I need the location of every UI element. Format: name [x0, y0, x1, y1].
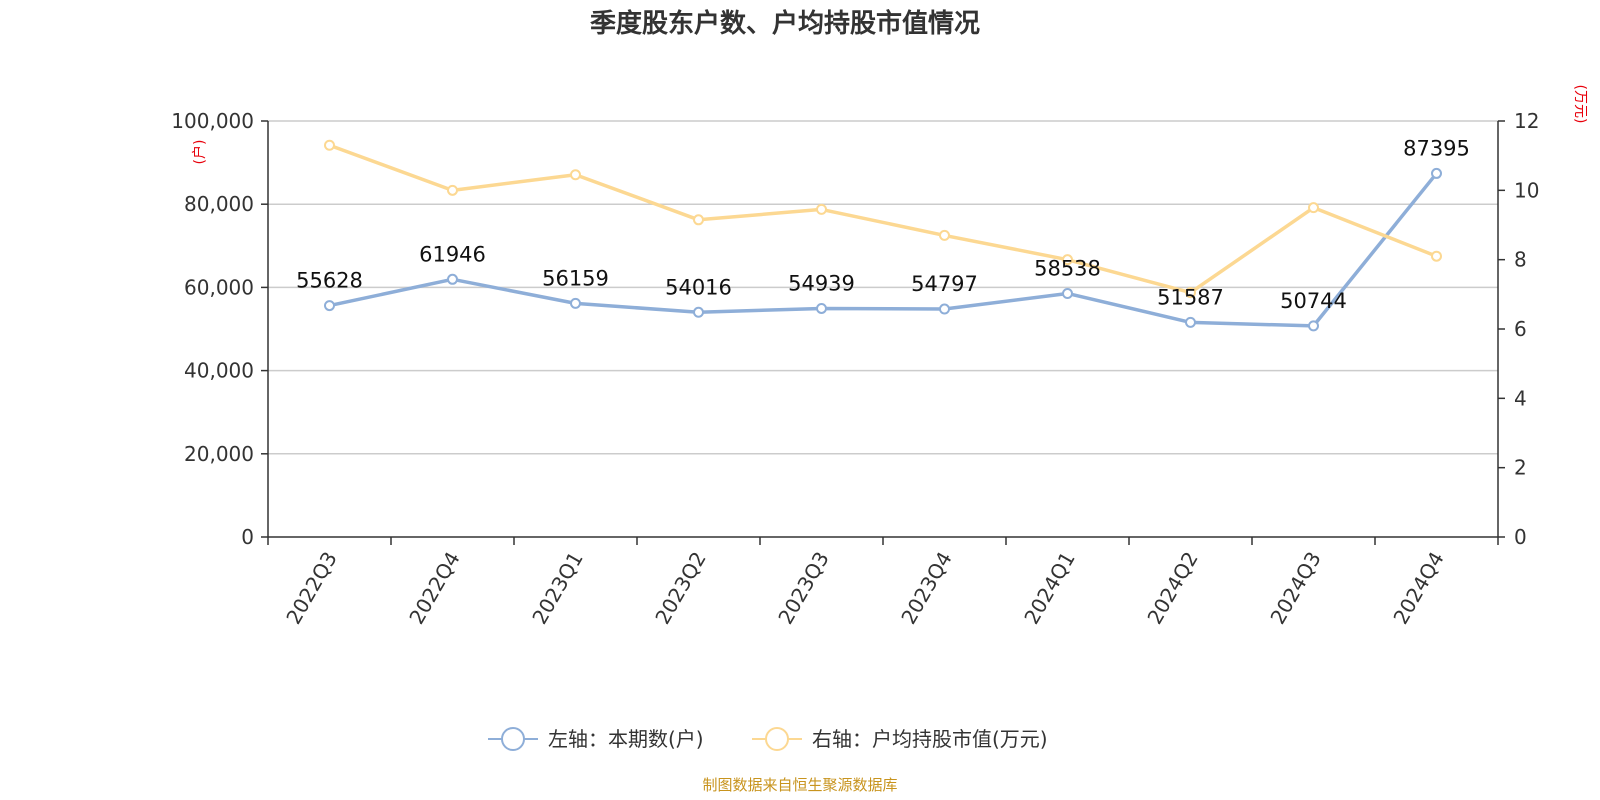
- x-tick-label: 2024Q1: [1019, 548, 1079, 629]
- series-line-1: [328, 143, 1438, 295]
- series-0-point[interactable]: [1431, 167, 1442, 179]
- x-tick-label: 2024Q4: [1388, 548, 1448, 629]
- series: [324, 139, 1442, 332]
- x-tick-label: 2023Q2: [650, 548, 710, 629]
- left-tick-label: 80,000: [184, 192, 254, 216]
- right-tick-label: 8: [1514, 248, 1527, 272]
- series-0-point[interactable]: [324, 300, 335, 312]
- data-label: 54797: [911, 272, 978, 296]
- right-tick-label: 4: [1514, 386, 1527, 410]
- right-axis-unit: (万元): [1572, 85, 1588, 124]
- right-tick-label: 2: [1514, 456, 1527, 480]
- data-label: 54016: [665, 275, 732, 299]
- right-tick-label: 6: [1514, 317, 1527, 341]
- grid: [268, 120, 1498, 455]
- series-0-point[interactable]: [816, 302, 827, 314]
- series-1-point[interactable]: [447, 184, 458, 196]
- left-tick-label: 40,000: [184, 359, 254, 383]
- data-label: 56159: [542, 266, 609, 290]
- series-0-point[interactable]: [570, 297, 581, 309]
- data-label: 55628: [296, 269, 363, 293]
- legend: 左轴：本期数(户) 右轴：户均持股市值(万元): [488, 727, 1048, 751]
- x-tick-label: 2023Q3: [773, 548, 833, 629]
- left-axis-unit: (户): [191, 140, 208, 165]
- data-label: 51587: [1157, 285, 1224, 309]
- x-tick-label: 2023Q4: [896, 548, 956, 629]
- right-tick-label: 0: [1514, 525, 1527, 549]
- data-labels: 55628 61946 56159 54016 54939 54797 58538 51587…: [296, 136, 1470, 312]
- series-0-point[interactable]: [1062, 287, 1073, 299]
- left-tick-label: 0: [241, 525, 254, 549]
- data-label: 61946: [419, 242, 486, 266]
- x-tick-label: 2024Q3: [1265, 548, 1325, 629]
- series-0-point[interactable]: [939, 303, 950, 315]
- right-tick-label: 10: [1514, 178, 1539, 202]
- source-note: 制图数据来自恒生聚源数据库: [702, 776, 897, 794]
- left-tick-label: 100,000: [171, 109, 254, 133]
- data-label: 87395: [1403, 136, 1470, 160]
- x-tick-label: 2022Q4: [404, 548, 464, 629]
- x-tick-label: 2024Q2: [1142, 548, 1202, 629]
- legend-item-holders[interactable]: 左轴：本期数(户): [488, 727, 704, 751]
- series-0-point[interactable]: [1308, 320, 1319, 332]
- series-1-point[interactable]: [816, 203, 827, 215]
- series-1-point[interactable]: [1185, 287, 1196, 299]
- data-label: 58538: [1034, 256, 1101, 280]
- legend-marker-holders: [501, 727, 525, 751]
- series-1-point[interactable]: [324, 139, 335, 151]
- x-tick-label: 2023Q1: [527, 548, 587, 629]
- series-1-point[interactable]: [1431, 250, 1442, 262]
- legend-marker-avg-value: [765, 727, 789, 751]
- series-1-point[interactable]: [693, 214, 704, 226]
- series-0-point[interactable]: [1185, 316, 1196, 328]
- chart-title: 季度股东户数、户均持股市值情况: [590, 8, 980, 39]
- legend-label-avg-value: 右轴：户均持股市值(万元): [812, 727, 1048, 751]
- series-line-0: [329, 172, 1438, 328]
- axes: 0 20,000 40,000 60,000 80,000 100,000 0 2 4 6 8 10 1…: [171, 109, 1539, 628]
- left-tick-label: 20,000: [184, 442, 254, 466]
- series-0-point[interactable]: [447, 273, 458, 285]
- series-1-point[interactable]: [570, 169, 581, 181]
- legend-label-holders: 左轴：本期数(户): [548, 727, 704, 751]
- series-0-point[interactable]: [693, 306, 704, 318]
- series-1-point[interactable]: [939, 229, 950, 241]
- data-label: 50744: [1280, 289, 1347, 313]
- data-label: 54939: [788, 271, 855, 295]
- right-tick-label: 12: [1514, 109, 1539, 133]
- left-tick-label: 60,000: [184, 275, 254, 299]
- series-1-point[interactable]: [1308, 202, 1319, 214]
- x-tick-label: 2022Q3: [281, 548, 341, 629]
- series-1-point[interactable]: [1062, 254, 1073, 266]
- legend-item-avg-value[interactable]: 右轴：户均持股市值(万元): [752, 727, 1048, 751]
